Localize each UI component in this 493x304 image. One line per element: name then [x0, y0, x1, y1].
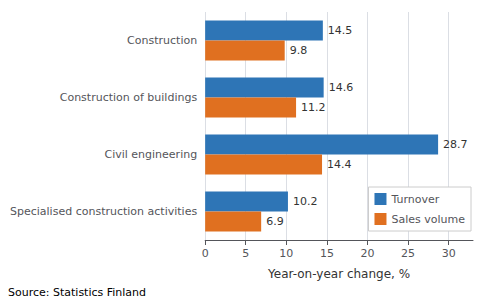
svg-text:10: 10: [279, 247, 293, 260]
svg-text:Construction: Construction: [127, 34, 197, 47]
svg-text:11.2: 11.2: [301, 101, 326, 114]
svg-text:28.7: 28.7: [443, 138, 468, 151]
svg-text:20: 20: [360, 247, 374, 260]
svg-text:6.9: 6.9: [266, 215, 284, 228]
svg-text:Year-on-year change, %: Year-on-year change, %: [267, 267, 410, 281]
svg-text:14.4: 14.4: [327, 158, 352, 171]
svg-text:15: 15: [320, 247, 334, 260]
svg-text:Specialised construction activ: Specialised construction activities: [10, 205, 197, 218]
svg-text:9.8: 9.8: [290, 44, 308, 57]
svg-text:5: 5: [242, 247, 249, 260]
svg-text:25: 25: [401, 247, 415, 260]
svg-text:10.2: 10.2: [293, 195, 318, 208]
svg-text:Construction of buildings: Construction of buildings: [60, 91, 198, 104]
svg-text:0: 0: [202, 247, 209, 260]
svg-text:Turnover: Turnover: [390, 193, 439, 206]
svg-text:30: 30: [442, 247, 456, 260]
svg-text:Sales volume: Sales volume: [391, 213, 465, 226]
svg-text:Civil engineering: Civil engineering: [104, 148, 197, 161]
svg-text:14.6: 14.6: [329, 81, 354, 94]
svg-text:Source: Statistics Finland: Source: Statistics Finland: [8, 286, 146, 299]
svg-text:14.5: 14.5: [328, 24, 353, 37]
